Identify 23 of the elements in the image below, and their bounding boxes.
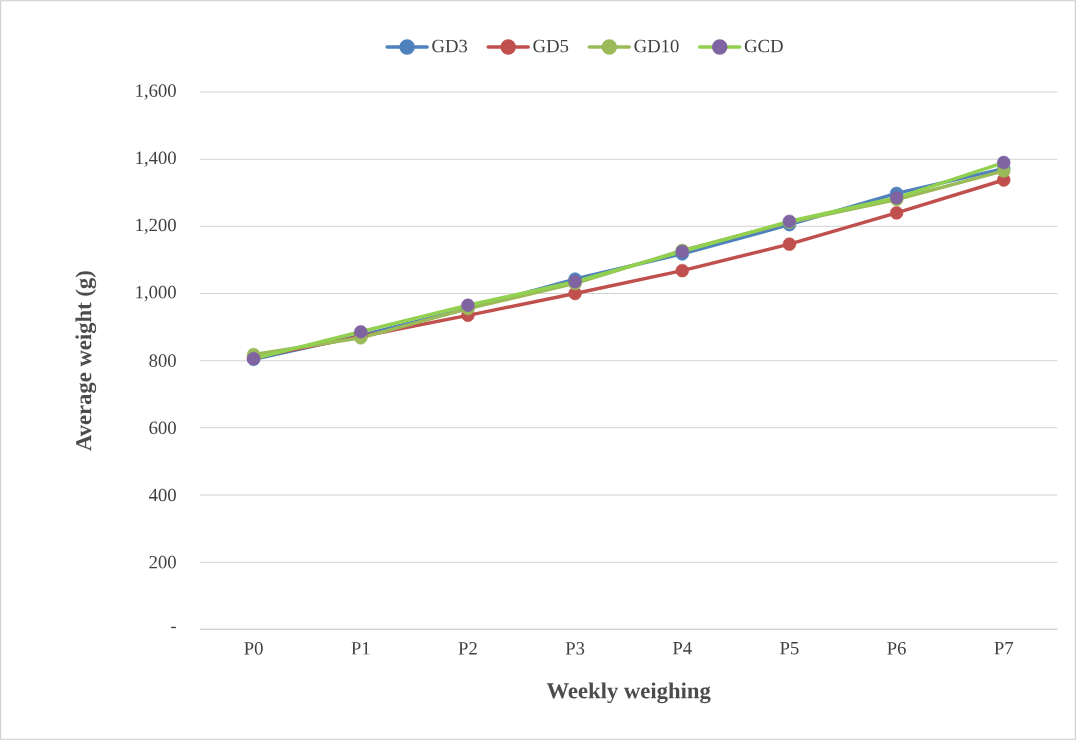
y-tick-label: 1,200 xyxy=(136,218,176,234)
y-tick-label: 200 xyxy=(149,555,176,569)
x-tick-label: P5 xyxy=(780,642,799,655)
x-tick-label: P2 xyxy=(458,642,477,655)
y-tick-label: 400 xyxy=(148,488,176,502)
legend-label: GCD xyxy=(744,39,783,53)
x-tick-label: P3 xyxy=(565,642,585,655)
x-axis-title: Weekly weighing xyxy=(546,682,711,704)
legend-label: GD5 xyxy=(533,39,569,53)
y-tick-label: - xyxy=(171,626,176,629)
x-tick-label: P6 xyxy=(887,642,906,655)
x-tick-label: P4 xyxy=(672,642,692,655)
x-tick-label: P7 xyxy=(994,642,1014,655)
y-tick-label: 1,600 xyxy=(136,84,176,100)
x-tick-label: P0 xyxy=(244,642,263,655)
legend-label: GD3 xyxy=(432,39,468,53)
y-tick-label: 600 xyxy=(149,421,176,435)
y-axis-title: Average weight (g) xyxy=(75,271,97,451)
y-tick-label: 800 xyxy=(149,354,176,367)
y-tick-label: 1,000 xyxy=(136,285,176,302)
y-tick-label: 1,400 xyxy=(136,151,176,167)
x-tick-label: P1 xyxy=(351,642,370,655)
legend-label: GD10 xyxy=(634,39,679,53)
